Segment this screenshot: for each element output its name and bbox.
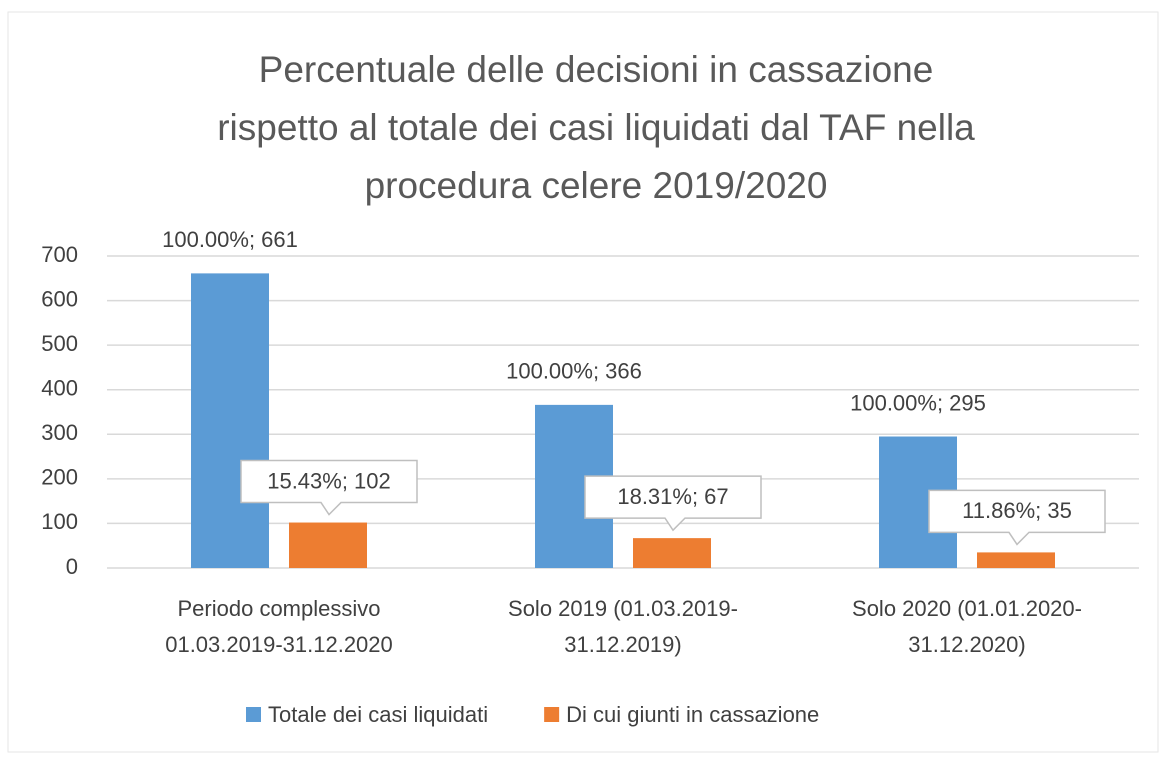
bar xyxy=(633,538,711,568)
legend-swatch xyxy=(246,707,261,722)
value-label: 100.00%; 661 xyxy=(162,227,298,252)
callout-box xyxy=(928,489,1106,546)
value-label: 18.31%; 67 xyxy=(617,484,728,509)
value-label: 100.00%; 295 xyxy=(850,390,986,415)
callout-box xyxy=(584,475,762,532)
bar xyxy=(977,552,1055,568)
bar xyxy=(191,273,269,568)
y-tick-label: 200 xyxy=(41,465,78,490)
y-tick-label: 500 xyxy=(41,331,78,356)
y-tick-label: 300 xyxy=(41,420,78,445)
y-tick-label: 400 xyxy=(41,376,78,401)
callout-box xyxy=(240,459,418,516)
value-label: 100.00%; 366 xyxy=(506,359,642,384)
y-tick-label: 100 xyxy=(41,509,78,534)
value-label: 11.86%; 35 xyxy=(962,498,1072,523)
y-tick-label: 600 xyxy=(41,286,78,311)
x-tick-label: Solo 2019 (01.03.2019-31.12.2019) xyxy=(508,596,738,657)
x-tick-label: Periodo complessivo 01.03.2019-31.12.2020 xyxy=(165,596,393,657)
chart-frame xyxy=(7,11,1159,753)
y-tick-label: 0 xyxy=(66,554,78,579)
legend-swatch xyxy=(544,707,560,722)
value-label: 15.43%; 102 xyxy=(267,468,391,493)
chart-title: Percentuale delle decisioni in cassazion… xyxy=(217,49,975,206)
y-tick-label: 700 xyxy=(41,242,78,267)
x-tick-label: Solo 2020 (01.01.2020-31.12.2020) xyxy=(852,596,1082,657)
legend-label: Di cui giunti in cassazione xyxy=(566,702,819,727)
bar xyxy=(289,522,367,568)
legend-label: Totale dei casi liquidati xyxy=(268,702,488,727)
